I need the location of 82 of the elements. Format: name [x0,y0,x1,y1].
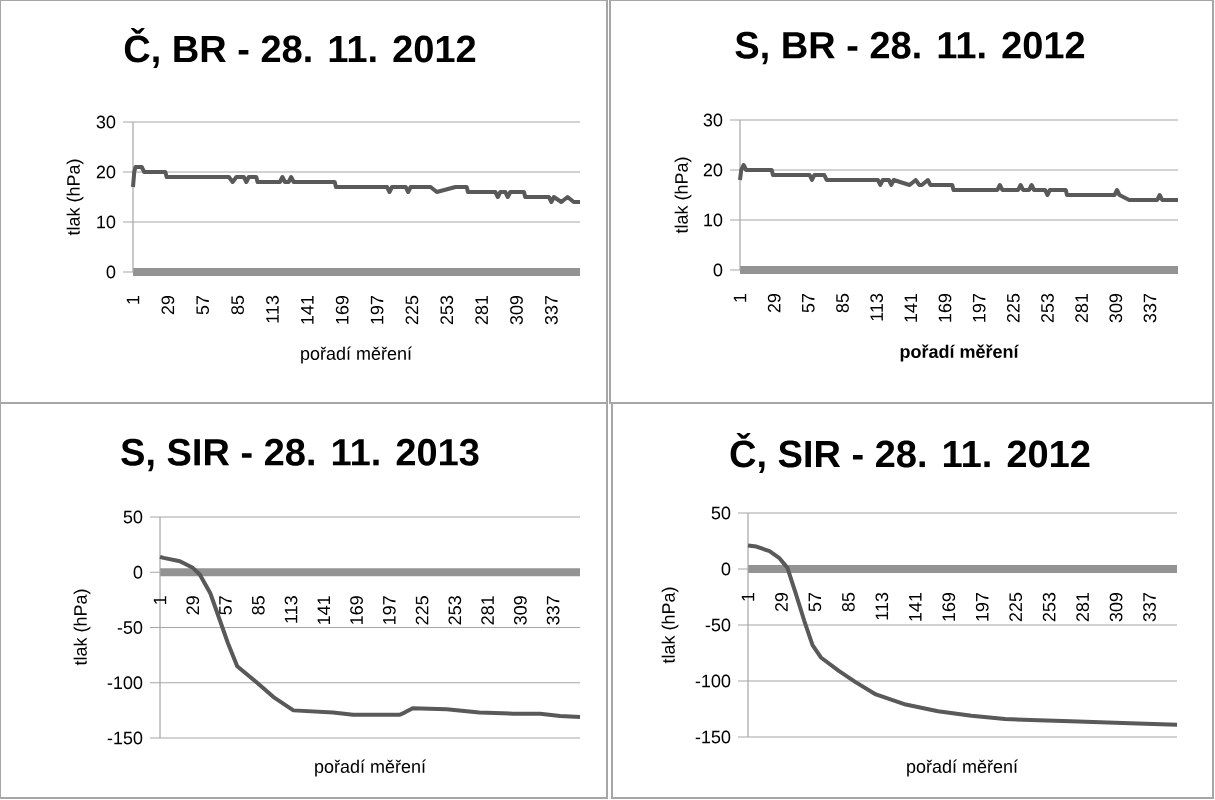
chart-title: Č, SIR - 28. 11. 2012 [730,433,1090,473]
x-tick-label: 225 [405,295,419,325]
x-tick-label: 281 [1076,592,1089,622]
x-tick-label: 253 [1041,293,1054,323]
x-tick-label: 281 [475,295,489,325]
x-tick-label: 281 [481,596,494,625]
x-axis-title: pořadí měření [301,346,412,364]
y-tick-label: 30 [96,115,116,129]
x-tick-label: 197 [370,295,384,324]
y-tick-label: 10 [97,215,116,229]
x-tick-label: 57 [802,293,815,313]
x-tick-label: 1 [741,592,755,601]
y-tick-label: 50 [123,510,143,524]
y-tick-label: -50 [117,621,143,634]
x-tick-label: 85 [842,592,855,612]
y-tick-label: -150 [107,731,143,745]
y-tick-label: -100 [695,674,731,688]
x-tick-label: 141 [909,592,922,621]
y-tick-label: 0 [106,265,116,279]
y-tick-label: 20 [96,165,116,179]
x-tick-label: 337 [1143,592,1156,622]
x-tick-label: 337 [544,295,558,325]
x-tick-label: 169 [335,295,349,324]
x-tick-label: 141 [317,596,330,624]
y-tick-label: -100 [107,676,143,690]
y-axis-title: tlak (hPa) [674,157,692,234]
chart-title: Č, BR - 28. 11. 2012 [124,28,476,68]
x-tick-label: 29 [767,293,781,313]
y-axis-title: tlak (hPa) [73,589,91,666]
x-tick-label: 169 [938,293,952,322]
x-tick-label: 169 [350,596,363,624]
x-tick-label: 253 [448,596,462,625]
y-tick-label: -150 [695,730,731,744]
y-tick-label: 0 [133,565,143,579]
x-tick-label: 337 [546,596,560,625]
x-tick-label: 85 [231,295,244,315]
x-tick-label: 225 [415,596,429,625]
x-tick-label: 57 [219,596,232,615]
x-tick-label: 1 [153,596,167,604]
y-tick-label: 0 [721,562,731,576]
x-tick-label: 337 [1143,293,1157,323]
x-tick-label: 29 [186,596,200,615]
x-tick-label: 113 [875,592,889,620]
y-tick-label: 10 [704,213,723,227]
x-tick-label: 225 [1006,293,1020,323]
x-axis-title: pořadí měření [315,759,426,777]
x-axis-title: pořadí měření [907,759,1018,777]
y-axis-title: tlak (hPa) [661,587,679,664]
x-tick-label: 197 [382,596,396,624]
x-tick-label: 309 [1109,293,1123,323]
x-axis-title: pořadí měření [900,344,1019,362]
x-tick-label: 113 [284,596,298,623]
x-tick-label: 1 [733,293,747,302]
x-tick-label: 197 [975,592,989,621]
x-tick-label: 169 [942,592,956,621]
x-tick-label: 57 [196,295,210,315]
y-tick-label: 20 [703,163,723,177]
y-tick-label: 50 [711,506,731,520]
x-tick-label: 29 [775,592,788,612]
x-tick-label: 253 [440,295,454,325]
chart-title: S, BR - 28. 11. 2012 [735,31,1085,65]
x-tick-label: 197 [972,293,986,322]
y-tick-label: -50 [705,618,731,632]
chart-title: S, SIR - 28. 11. 2013 [121,438,479,472]
x-tick-label: 309 [513,596,527,625]
x-tick-label: 253 [1042,592,1056,622]
x-tick-label: 57 [808,592,822,612]
x-tick-label: 309 [1109,592,1123,622]
x-tick-label: 225 [1009,592,1023,622]
x-tick-label: 85 [836,293,849,313]
x-tick-label: 281 [1075,293,1089,323]
y-axis-title: tlak (hPa) [66,159,84,236]
x-tick-label: 1 [126,295,140,304]
x-tick-label: 113 [266,295,279,323]
x-tick-label: 85 [251,596,265,615]
x-tick-label: 29 [161,295,175,315]
x-tick-label: 141 [904,293,918,322]
x-tick-label: 141 [301,295,314,324]
y-tick-label: 30 [703,113,723,127]
y-tick-label: 0 [713,263,723,277]
x-tick-label: 113 [870,293,884,321]
x-tick-label: 309 [510,295,523,325]
